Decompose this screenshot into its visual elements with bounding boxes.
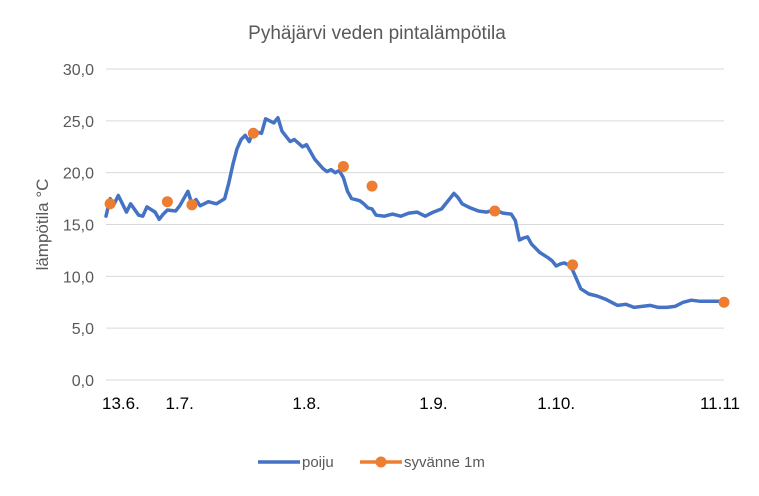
data-point-syvanne (247, 127, 259, 139)
data-point-syvanne (186, 199, 198, 211)
x-axis-tick-labels: 13.6. 1.7. 1.8. 1.9. 1.10. 11.11 (102, 394, 740, 413)
chart-title: Pyhäjärvi veden pintalämpötila (248, 23, 506, 44)
legend: poiju syvänne 1m (258, 454, 485, 471)
data-point-syvanne (366, 180, 378, 192)
gridlines (106, 68, 724, 329)
x-tick-label: 1.8. (292, 394, 320, 413)
x-tick-label: 13.6. (102, 394, 140, 413)
legend-label-syvanne: syvänne 1m (404, 454, 485, 471)
y-tick-label: 25,0 (63, 114, 94, 131)
data-point-syvanne (337, 160, 349, 172)
legend-label-poiju: poiju (302, 454, 334, 471)
legend-swatch-syvanne-marker (375, 456, 387, 468)
x-tick-label: 1.7. (165, 394, 193, 413)
x-tick-label: 11.11 (700, 394, 740, 413)
x-tick-label: 1.9. (419, 394, 447, 413)
data-point-syvanne (489, 205, 501, 217)
data-point-syvanne (161, 196, 173, 208)
data-point-syvanne (104, 198, 116, 210)
y-tick-label: 0,0 (72, 373, 94, 390)
y-axis-label: lämpötila °C (33, 179, 52, 271)
y-tick-label: 20,0 (63, 166, 94, 183)
series-layer (104, 115, 730, 310)
y-tick-label: 30,0 (63, 62, 94, 79)
data-point-syvanne (567, 259, 579, 271)
series-line-poiju (104, 115, 726, 310)
data-point-syvanne (718, 296, 730, 308)
x-tick-label: 1.10. (537, 394, 575, 413)
y-tick-label: 15,0 (63, 218, 94, 235)
y-tick-label: 10,0 (63, 269, 94, 286)
y-tick-label: 5,0 (72, 321, 94, 338)
y-axis-tick-labels: 0,0 5,0 10,0 15,0 20,0 25,0 30,0 (63, 62, 94, 390)
